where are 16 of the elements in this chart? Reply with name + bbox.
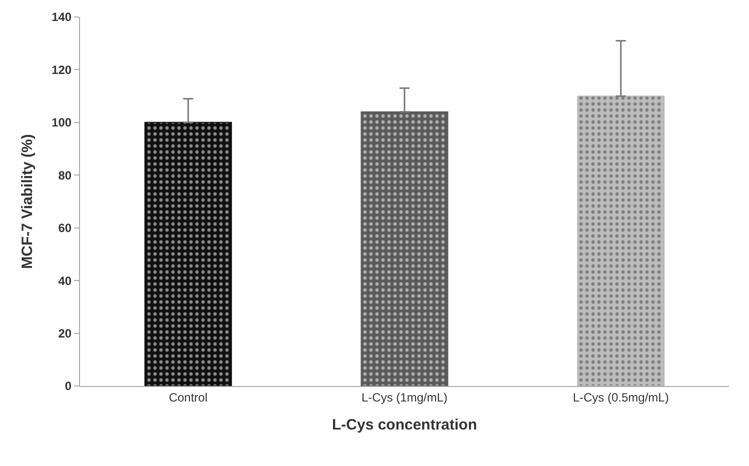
bar xyxy=(144,122,232,386)
y-tick-label: 0 xyxy=(64,379,72,394)
x-axis-title: L-Cys concentration xyxy=(332,416,478,434)
x-tick-label: Control xyxy=(168,390,208,404)
y-tick-label: 60 xyxy=(58,221,72,236)
y-tick-label: 40 xyxy=(58,274,72,288)
bar xyxy=(577,96,665,386)
y-tick-label: 140 xyxy=(52,10,72,24)
y-axis-title: MCF-7 Viability (%) xyxy=(18,134,36,269)
x-tick-label: L-Cys (0.5mg/mL) xyxy=(572,390,669,404)
x-tick-label: L-Cys (1mg/mL) xyxy=(361,390,448,404)
bar xyxy=(360,111,448,386)
y-tick-label: 80 xyxy=(58,168,72,182)
y-tick-label: 120 xyxy=(52,62,72,77)
y-tick-label: 20 xyxy=(58,326,72,340)
y-tick-label: 100 xyxy=(52,116,72,130)
